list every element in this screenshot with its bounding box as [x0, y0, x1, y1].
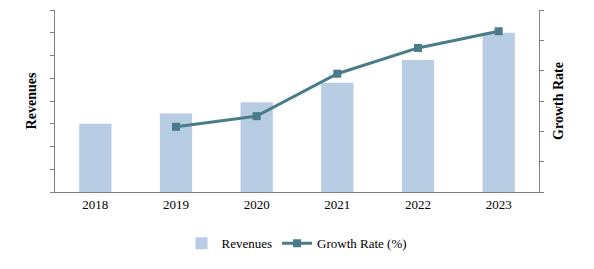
svg-text:Growth Rate: Growth Rate	[551, 62, 566, 140]
svg-text:2018: 2018	[82, 197, 108, 212]
svg-text:Revenues: Revenues	[222, 236, 273, 251]
svg-text:2020: 2020	[244, 197, 270, 212]
svg-text:2019: 2019	[163, 197, 189, 212]
svg-text:2023: 2023	[486, 197, 512, 212]
svg-text:2021: 2021	[324, 197, 350, 212]
svg-text:Growth Rate (%): Growth Rate (%)	[317, 236, 407, 251]
svg-text:2022: 2022	[405, 197, 431, 212]
svg-text:Revenues: Revenues	[24, 72, 39, 129]
